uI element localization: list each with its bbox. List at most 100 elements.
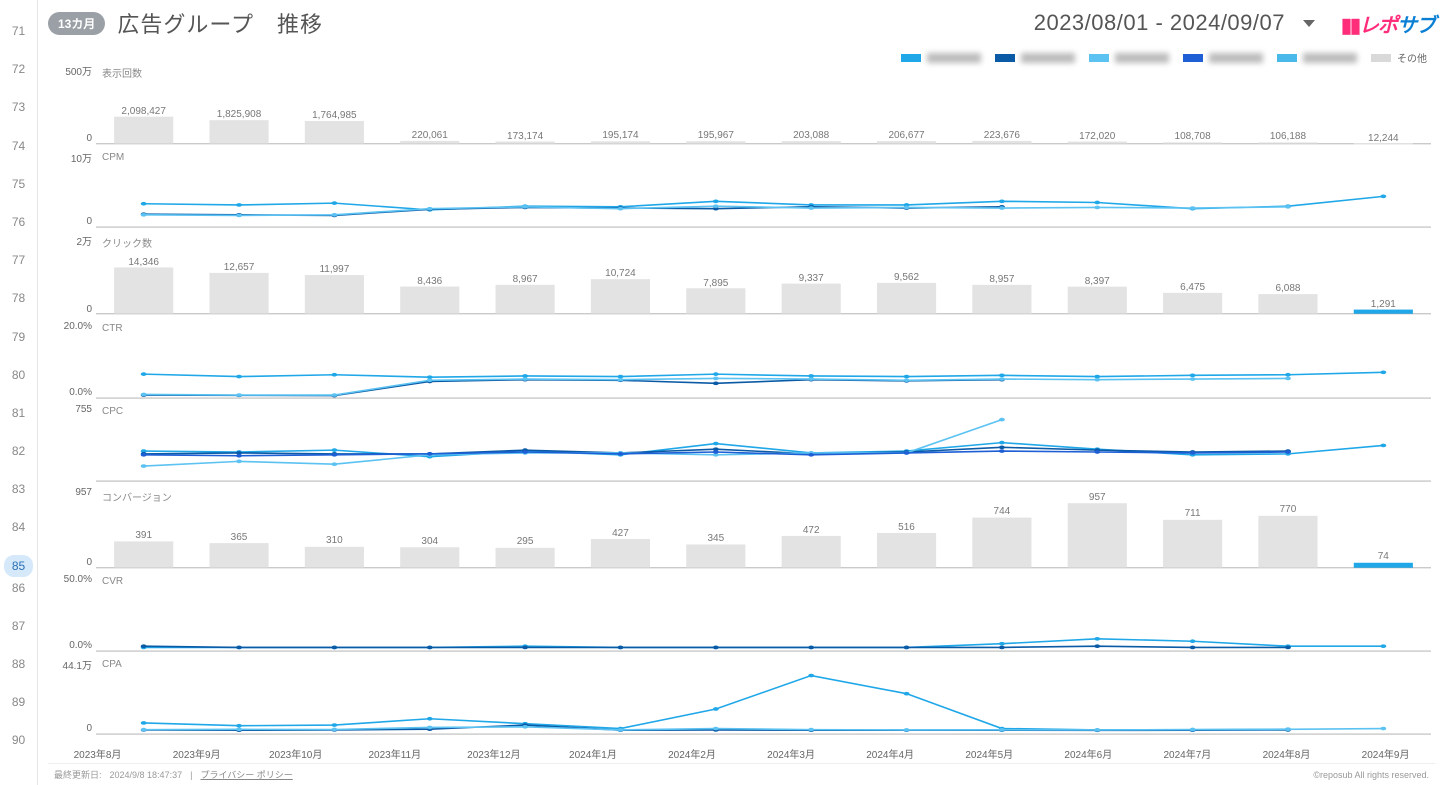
row-number[interactable]: 75 [0, 165, 37, 203]
line-point[interactable] [904, 451, 910, 455]
line-point[interactable] [331, 393, 337, 397]
line-point[interactable] [236, 645, 242, 649]
row-number[interactable]: 87 [0, 607, 37, 645]
line-point[interactable] [1094, 637, 1100, 641]
line-series[interactable] [144, 372, 1384, 377]
line-point[interactable] [999, 206, 1005, 210]
bar[interactable] [972, 141, 1031, 144]
privacy-link[interactable]: プライバシー ポリシー [200, 768, 292, 781]
line-point[interactable] [1190, 373, 1196, 377]
line-point[interactable] [808, 645, 814, 649]
line-point[interactable] [427, 725, 433, 729]
line-point[interactable] [1285, 645, 1291, 649]
line-series[interactable] [144, 639, 1384, 648]
line-point[interactable] [713, 381, 719, 385]
bar[interactable] [114, 541, 173, 567]
line-point[interactable] [713, 450, 719, 454]
bar[interactable] [1068, 503, 1127, 568]
line-point[interactable] [904, 692, 910, 696]
line-point[interactable] [618, 207, 624, 211]
bar[interactable] [591, 539, 650, 568]
row-number[interactable]: 79 [0, 318, 37, 356]
bar[interactable] [782, 284, 841, 314]
bar[interactable] [686, 544, 745, 567]
line-point[interactable] [331, 202, 337, 206]
line-point[interactable] [1285, 376, 1291, 380]
line-point[interactable] [713, 727, 719, 731]
line-series[interactable] [144, 379, 1002, 395]
line-point[interactable] [1094, 728, 1100, 732]
row-number[interactable]: 82 [0, 432, 37, 470]
line-point[interactable] [1285, 727, 1291, 731]
line-point[interactable] [331, 453, 337, 457]
bar[interactable] [591, 279, 650, 314]
bar[interactable] [877, 141, 936, 144]
date-range[interactable]: 2023/08/01 - 2024/09/07 [1034, 10, 1285, 36]
bar[interactable] [686, 289, 745, 314]
line-point[interactable] [1380, 443, 1386, 447]
chevron-down-icon[interactable] [1303, 20, 1315, 27]
line-point[interactable] [331, 645, 337, 649]
line-point[interactable] [522, 645, 528, 649]
bar[interactable] [782, 141, 841, 144]
row-number[interactable]: 73 [0, 88, 37, 126]
bar[interactable] [686, 141, 745, 144]
line-point[interactable] [999, 417, 1005, 421]
bar[interactable] [782, 536, 841, 568]
line-point[interactable] [236, 724, 242, 728]
legend-item-other[interactable]: その他 [1371, 50, 1427, 65]
line-point[interactable] [904, 378, 910, 382]
line-point[interactable] [999, 373, 1005, 377]
line-point[interactable] [427, 207, 433, 211]
line-point[interactable] [904, 645, 910, 649]
row-number[interactable]: 84 [0, 508, 37, 546]
legend-item[interactable] [901, 53, 981, 63]
line-point[interactable] [999, 377, 1005, 381]
line-point[interactable] [999, 645, 1005, 649]
line-series[interactable] [144, 419, 1002, 465]
line-point[interactable] [904, 728, 910, 732]
row-number[interactable]: 76 [0, 203, 37, 241]
line-point[interactable] [713, 372, 719, 376]
legend-item[interactable] [1089, 53, 1169, 63]
line-point[interactable] [808, 377, 814, 381]
line-point[interactable] [618, 645, 624, 649]
line-point[interactable] [1094, 201, 1100, 205]
line-point[interactable] [1094, 644, 1100, 648]
row-number[interactable]: 78 [0, 279, 37, 317]
line-point[interactable] [236, 727, 242, 731]
line-point[interactable] [618, 452, 624, 456]
line-point[interactable] [1190, 377, 1196, 381]
line-point[interactable] [713, 707, 719, 711]
line-point[interactable] [331, 462, 337, 466]
line-point[interactable] [808, 728, 814, 732]
row-number[interactable]: 71 [0, 12, 37, 50]
line-point[interactable] [1285, 372, 1291, 376]
line-point[interactable] [522, 205, 528, 209]
bar[interactable] [400, 547, 459, 568]
line-point[interactable] [808, 206, 814, 210]
legend-item[interactable] [1277, 53, 1357, 63]
line-series[interactable] [144, 727, 1384, 730]
line-point[interactable] [141, 213, 147, 217]
line-point[interactable] [1285, 450, 1291, 454]
line-point[interactable] [331, 723, 337, 727]
bar[interactable] [1354, 562, 1413, 567]
line-point[interactable] [331, 448, 337, 452]
bar[interactable] [209, 120, 268, 144]
line-point[interactable] [713, 441, 719, 445]
line-point[interactable] [1285, 205, 1291, 209]
bar[interactable] [1354, 310, 1413, 314]
line-point[interactable] [236, 459, 242, 463]
line-point[interactable] [999, 200, 1005, 204]
line-point[interactable] [331, 372, 337, 376]
bar[interactable] [400, 287, 459, 314]
bar[interactable] [400, 141, 459, 144]
bar[interactable] [305, 546, 364, 567]
line-point[interactable] [1190, 206, 1196, 210]
line-point[interactable] [141, 644, 147, 648]
line-point[interactable] [1094, 450, 1100, 454]
line-point[interactable] [427, 645, 433, 649]
line-point[interactable] [141, 453, 147, 457]
bar[interactable] [305, 275, 364, 314]
